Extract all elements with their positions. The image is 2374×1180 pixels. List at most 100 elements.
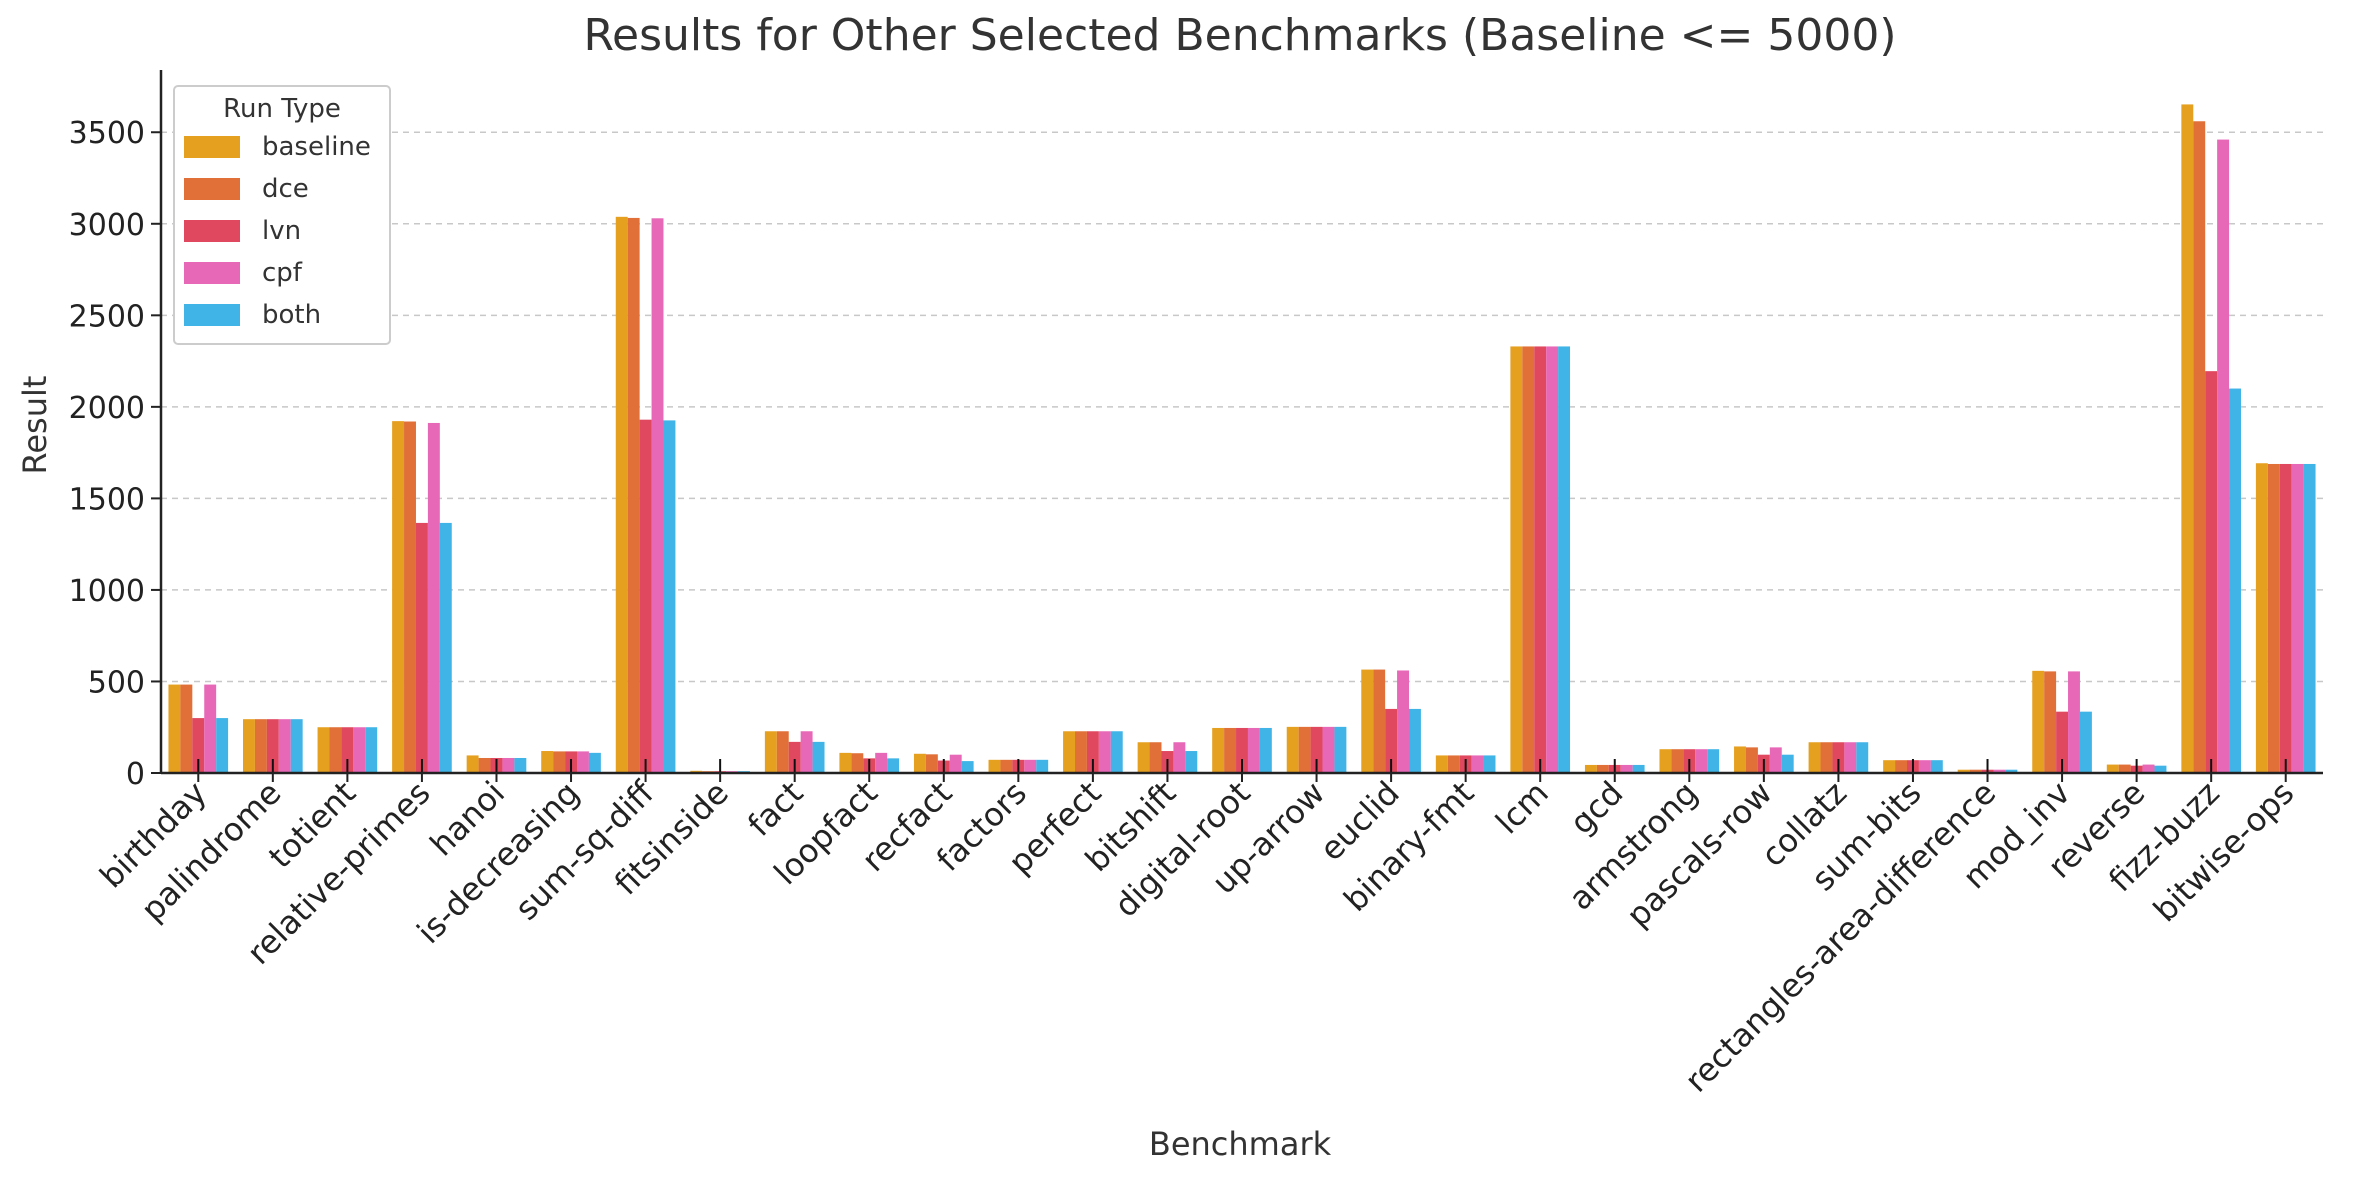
bar-palindrome-cpf (278, 719, 291, 773)
bar-collatz-dce (1820, 742, 1833, 773)
x-tick-label-lcm: lcm (1488, 774, 1556, 842)
bar-totient-cpf (353, 727, 366, 773)
bar-bitwise-ops-lvn (2279, 463, 2292, 773)
bar-lcm-lvn (1534, 346, 1547, 773)
bar-gcd-baseline (1584, 764, 1597, 773)
bars (168, 104, 2316, 774)
y-tick-label: 1500 (69, 482, 145, 517)
y-tick-label: 500 (88, 665, 145, 700)
bar-collatz-cpf (1844, 742, 1857, 773)
y-tick-label: 3500 (69, 116, 145, 151)
bar-recfact-dce (925, 754, 938, 773)
bar-fact-dce (776, 731, 789, 773)
y-tick-label: 2500 (69, 299, 145, 334)
bar-sum-bits-cpf (1918, 760, 1931, 773)
bar-up-arrow-both (1334, 726, 1347, 773)
bar-binary-fmt-both (1483, 755, 1496, 773)
bar-rectangles-area-difference-baseline (1957, 769, 1970, 773)
y-axis-label: Result (16, 376, 54, 475)
legend-title: Run Type (223, 94, 341, 124)
bar-fact-lvn (788, 741, 801, 773)
bar-lcm-dce (1522, 346, 1535, 773)
bar-fact-cpf (800, 731, 813, 773)
bar-totient-lvn (341, 727, 354, 773)
bar-totient-both (365, 727, 378, 773)
bar-bitwise-ops-cpf (2291, 463, 2304, 773)
bar-palindrome-both (290, 719, 303, 773)
bar-sum-bits-both (1930, 760, 1943, 773)
bar-perfect-both (1110, 731, 1123, 773)
legend-label-dce: dce (262, 174, 309, 204)
bar-bitwise-ops-baseline (2255, 463, 2268, 773)
bar-birthday-lvn (192, 718, 205, 773)
bar-lcm-cpf (1546, 346, 1559, 773)
bar-totient-baseline (317, 727, 330, 773)
bar-factors-baseline (988, 759, 1001, 773)
chart-title: Results for Other Selected Benchmarks (B… (583, 10, 1896, 61)
bar-birthday-dce (180, 684, 193, 773)
bar-sum-sq-diff-both (663, 420, 676, 773)
bar-gcd-both (1632, 764, 1645, 773)
bar-armstrong-baseline (1659, 749, 1672, 773)
bar-perfect-baseline (1063, 731, 1076, 773)
bar-digital-root-dce (1224, 727, 1237, 773)
bar-bitwise-ops-both (2303, 463, 2316, 773)
legend-swatch-both (184, 304, 240, 326)
legend-label-lvn: lvn (262, 216, 301, 246)
bar-digital-root-baseline (1212, 727, 1225, 773)
bar-loopfact-cpf (875, 752, 888, 773)
bar-collatz-both (1856, 742, 1869, 773)
bar-mod_inv-baseline (2032, 670, 2045, 773)
bar-is-decreasing-both (588, 752, 601, 773)
bar-relative-primes-lvn (415, 522, 428, 773)
bar-bitshift-cpf (1173, 742, 1186, 773)
bar-palindrome-lvn (266, 719, 279, 773)
bar-armstrong-both (1707, 749, 1720, 773)
bar-sum-sq-diff-baseline (615, 216, 628, 774)
bar-binary-fmt-cpf (1471, 755, 1484, 773)
bar-sum-sq-diff-lvn (639, 419, 652, 773)
legend-swatch-lvn (184, 220, 240, 242)
bar-factors-cpf (1024, 759, 1037, 773)
bar-relative-primes-both (439, 522, 452, 773)
bar-loopfact-baseline (839, 752, 852, 773)
bar-sum-sq-diff-dce (627, 217, 640, 773)
error-bars (197, 759, 2287, 773)
bar-up-arrow-cpf (1322, 726, 1335, 773)
bar-armstrong-cpf (1695, 749, 1708, 773)
bar-relative-primes-baseline (392, 421, 405, 773)
bar-totient-dce (329, 727, 342, 773)
legend-swatch-cpf (184, 262, 240, 284)
bar-recfact-cpf (949, 754, 962, 773)
bar-collatz-baseline (1808, 742, 1821, 773)
bar-is-decreasing-baseline (541, 751, 554, 773)
legend-label-baseline: baseline (262, 132, 371, 162)
bar-digital-root-both (1259, 727, 1272, 773)
bar-reverse-cpf (2142, 764, 2155, 773)
bar-bitshift-both (1185, 751, 1198, 773)
bar-pascals-row-cpf (1769, 747, 1782, 773)
bar-mod_inv-both (2079, 711, 2092, 773)
y-tick-label: 2000 (69, 391, 145, 426)
bar-sum-bits-dce (1895, 760, 1908, 773)
bar-birthday-cpf (204, 684, 217, 773)
bar-up-arrow-baseline (1286, 726, 1299, 773)
bar-digital-root-lvn (1236, 727, 1248, 773)
bar-lcm-both (1558, 346, 1571, 773)
bar-hanoi-both (514, 757, 527, 773)
bar-recfact-both (961, 761, 974, 773)
bar-collatz-lvn (1832, 742, 1845, 773)
bar-euclid-dce (1373, 669, 1386, 773)
bar-binary-fmt-dce (1447, 755, 1460, 773)
bar-lcm-baseline (1510, 346, 1523, 773)
y-tick-label: 3000 (69, 208, 145, 243)
bar-fact-baseline (764, 731, 777, 773)
bar-fact-both (812, 741, 825, 773)
bar-reverse-dce (2118, 764, 2131, 773)
bar-perfect-cpf (1098, 731, 1111, 773)
bar-fizz-buzz-dce (2193, 121, 2206, 773)
bar-fizz-buzz-baseline (2181, 104, 2194, 773)
bar-hanoi-dce (478, 757, 491, 773)
bar-reverse-baseline (2106, 764, 2119, 773)
bar-hanoi-baseline (466, 755, 479, 773)
